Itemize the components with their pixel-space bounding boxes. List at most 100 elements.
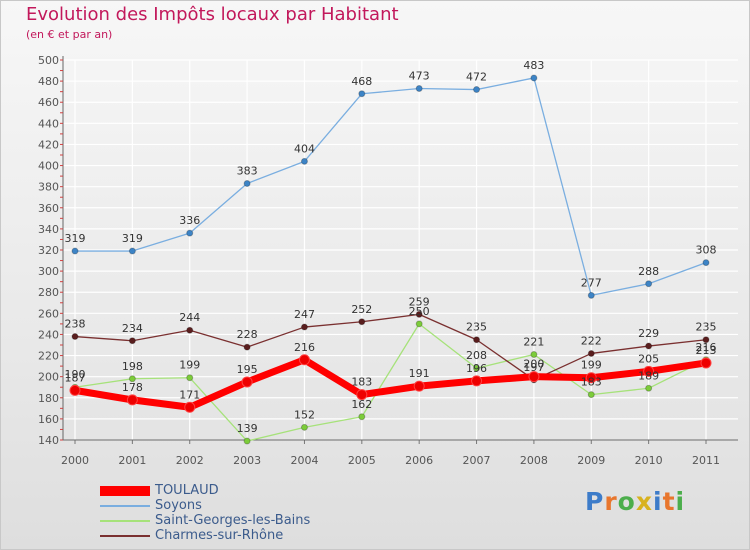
y-tick-label: 400: [38, 160, 59, 173]
y-tick-label: 480: [38, 75, 59, 88]
logo-letter: i: [653, 487, 663, 516]
line-chart: 140 160 180 200 220 240 260 280 300 320 340 360 380 4…: [38, 54, 738, 467]
data-label: 383: [237, 165, 258, 178]
data-point: [241, 376, 253, 388]
data-label: 191: [409, 367, 430, 380]
legend-label-charmes: Charmes-sur-Rhône: [155, 528, 284, 543]
data-point: [587, 291, 595, 299]
data-point: [69, 384, 81, 396]
series-line-1: [74, 77, 707, 297]
data-label: 196: [466, 362, 487, 375]
data-point: [415, 310, 423, 318]
x-tick-label: 2008: [520, 454, 548, 467]
data-point: [186, 229, 194, 237]
data-point: [530, 74, 538, 82]
data-label: 238: [65, 318, 86, 331]
data-label: 189: [638, 369, 659, 382]
chart-title: Evolution des Impôts locaux par Habitant: [26, 4, 399, 25]
data-point: [300, 323, 308, 331]
data-point: [186, 374, 194, 382]
data-point: [128, 337, 136, 345]
data-point: [528, 371, 540, 383]
data-point: [356, 389, 368, 401]
data-label: 216: [696, 341, 717, 354]
data-label: 197: [523, 361, 544, 374]
x-tick-label: 2009: [577, 454, 605, 467]
x-tick-label: 2006: [405, 454, 433, 467]
data-label: 235: [466, 321, 487, 334]
x-tick-label: 2007: [463, 454, 491, 467]
data-label: 213: [696, 344, 717, 357]
data-label: 473: [409, 70, 430, 83]
data-label: 139: [237, 422, 258, 435]
data-label: 221: [523, 336, 544, 349]
x-tick-label: 2005: [348, 454, 376, 467]
data-point: [415, 85, 423, 92]
x-tick-label: 2004: [290, 454, 318, 467]
data-point: [243, 180, 251, 187]
data-point: [702, 259, 710, 267]
data-point: [71, 247, 79, 255]
data-label: 308: [696, 244, 717, 257]
data-label: 190: [65, 368, 86, 381]
data-label: 228: [237, 328, 258, 341]
data-point: [243, 343, 251, 351]
data-label: 247: [294, 308, 315, 321]
data-point: [358, 413, 366, 421]
data-point: [413, 380, 425, 392]
data-point: [530, 351, 538, 358]
logo-letter: t: [662, 487, 676, 516]
y-tick-label: 220: [38, 350, 59, 363]
x-tick-label: 2011: [692, 454, 720, 467]
data-point: [473, 86, 481, 94]
data-label: 244: [179, 311, 200, 324]
y-tick-label: 420: [38, 138, 59, 151]
legend-swatch-toulaud: [100, 486, 150, 496]
data-point: [471, 375, 483, 387]
data-point: [645, 280, 653, 288]
y-tick-label: 180: [38, 392, 59, 405]
data-point: [587, 349, 595, 357]
data-point: [702, 336, 710, 344]
data-label: 229: [638, 327, 659, 340]
data-point: [126, 394, 138, 406]
x-tick-label: 2002: [176, 454, 204, 467]
data-point: [358, 90, 366, 98]
data-label: 216: [294, 341, 315, 354]
y-tick-label: 460: [38, 96, 59, 109]
data-point: [128, 375, 136, 383]
data-label: 152: [294, 408, 315, 421]
legend-label-soyons: Soyons: [155, 498, 202, 513]
data-point: [587, 391, 595, 399]
data-point: [298, 354, 310, 366]
data-label: 199: [581, 359, 602, 372]
data-label: 200: [523, 358, 544, 371]
logo-letter: i: [675, 487, 686, 516]
data-point: [643, 365, 655, 377]
series-line-2: [74, 323, 707, 442]
y-tick-label: 280: [38, 286, 59, 299]
data-label: 404: [294, 142, 315, 155]
data-point: [358, 318, 366, 326]
data-label: 252: [351, 303, 372, 316]
data-label: 468: [351, 75, 372, 88]
data-point: [700, 357, 712, 369]
data-label: 250: [409, 305, 430, 318]
chart-subtitle: (en € et par an): [26, 28, 113, 41]
data-point: [300, 157, 308, 165]
x-tick-label: 2003: [233, 454, 261, 467]
data-label: 319: [65, 232, 86, 245]
y-tick-label: 260: [38, 307, 59, 320]
y-tick-label: 320: [38, 244, 59, 257]
legend-label-toulaud: TOULAUD: [155, 483, 219, 498]
logo-letter: o: [617, 487, 636, 516]
data-label: 171: [179, 388, 200, 401]
data-label: 162: [351, 398, 372, 411]
data-point: [128, 247, 136, 255]
data-point: [186, 326, 194, 334]
data-point: [300, 423, 308, 431]
logo-letter: r: [604, 487, 618, 516]
data-label: 195: [237, 363, 258, 376]
legend-swatch-saint-georges: [100, 520, 150, 522]
data-point: [473, 364, 481, 372]
